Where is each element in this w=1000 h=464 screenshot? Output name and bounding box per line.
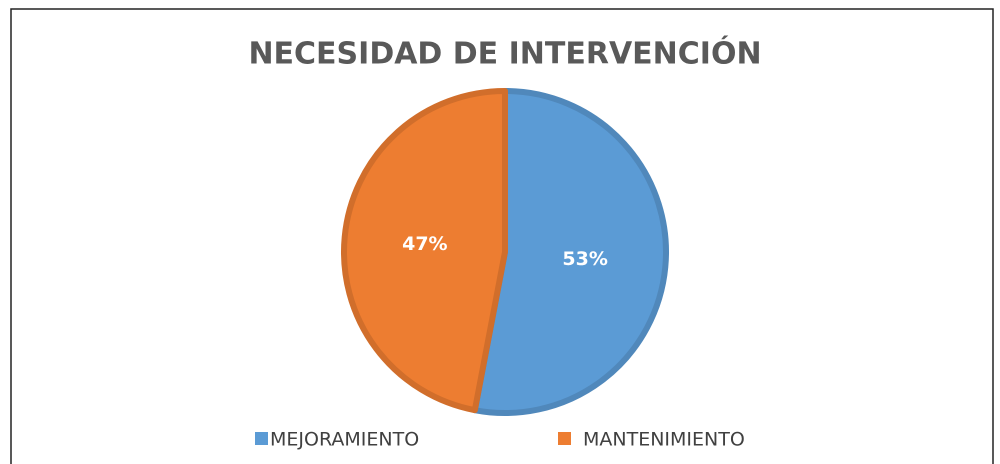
data-label: 53% bbox=[562, 248, 607, 270]
legend-label: MEJORAMIENTO bbox=[270, 429, 419, 451]
pie-slice bbox=[341, 88, 508, 414]
legend-swatch bbox=[255, 432, 268, 445]
pie-slice bbox=[471, 88, 669, 416]
chart-title: NECESIDAD DE INTERVENCIÓN bbox=[248, 35, 761, 72]
legend-label: MANTENIMIENTO bbox=[583, 429, 745, 451]
chart-frame bbox=[10, 8, 994, 464]
data-label: 47% bbox=[402, 233, 447, 255]
legend-swatch bbox=[558, 432, 571, 445]
